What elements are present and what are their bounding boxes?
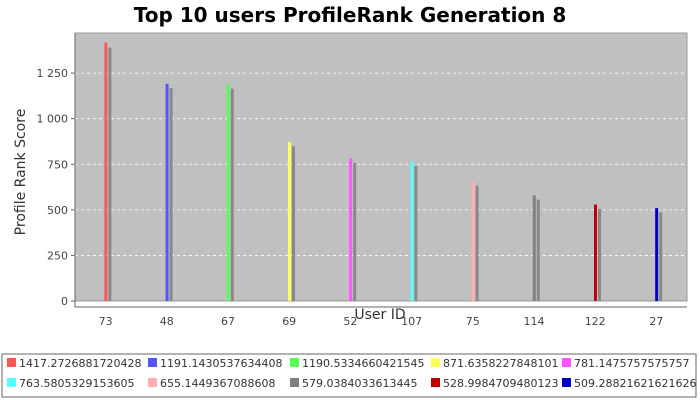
y-tick-label: 750 <box>47 158 68 171</box>
y-tick-label: 500 <box>47 204 68 217</box>
x-tick-label: 52 <box>343 315 357 328</box>
legend-label: 528.9984709480123 <box>443 377 558 390</box>
bar <box>655 208 659 301</box>
shadow-bar <box>536 199 540 301</box>
bar <box>593 204 597 301</box>
legend-swatch <box>148 358 157 367</box>
shadow-bar <box>108 47 112 301</box>
legend-label: 871.6358227848101 <box>443 357 558 370</box>
legend-swatch <box>431 378 440 387</box>
x-tick-label: 114 <box>524 315 545 328</box>
legend-swatch <box>7 378 16 387</box>
legend-swatch <box>290 358 299 367</box>
shadow-bar <box>169 88 173 301</box>
bar <box>532 195 536 301</box>
x-axis-label: User ID <box>354 307 405 323</box>
shadow-bar <box>291 146 295 301</box>
bar <box>410 161 414 301</box>
bar <box>226 83 230 301</box>
legend-box <box>1 353 697 398</box>
legend-swatch <box>562 358 571 367</box>
x-tick-label: 122 <box>585 315 606 328</box>
x-tick-label: 48 <box>160 315 174 328</box>
shadow-bar <box>414 166 418 301</box>
plot-area: 0 250 500 750 1 000 1 250 73 48 67 69 52 107 75 114 12… <box>37 32 688 328</box>
legend-label: 1190.5334660421545 <box>302 357 424 370</box>
y-tick-label: 1 000 <box>37 113 69 126</box>
legend-swatch <box>431 358 440 367</box>
bar <box>165 83 169 301</box>
chart-title: Top 10 users ProfileRank Generation 8 <box>134 3 567 27</box>
legend-label: 1191.1430537634408 <box>160 357 282 370</box>
legend-label: 763.5805329153605 <box>19 377 134 390</box>
legend-swatch <box>148 378 157 387</box>
x-tick-label: 75 <box>466 315 480 328</box>
y-axis-label: Profile Rank Score <box>13 109 29 236</box>
bar <box>287 142 291 301</box>
shadow-bar <box>659 212 663 301</box>
shadow-bar <box>597 208 601 301</box>
legend-label: 509.28821621621626 <box>574 377 696 390</box>
y-tick-label: 1 250 <box>37 67 69 80</box>
x-tick-label: 73 <box>99 315 113 328</box>
legend-label: 781.1475757575757 <box>574 357 689 370</box>
legend-label: 579.0384033613445 <box>302 377 417 390</box>
legend-swatch <box>290 378 299 387</box>
x-tick-label: 67 <box>221 315 235 328</box>
legend-label: 1417.2726881720428 <box>19 357 141 370</box>
shadow-bar <box>230 88 234 302</box>
plot-background <box>74 32 688 302</box>
y-tick-label: 0 <box>61 295 68 308</box>
bar <box>104 42 108 302</box>
legend: 1417.2726881720428 1191.1430537634408 1190… <box>1 353 697 398</box>
legend-swatch <box>7 358 16 367</box>
x-tick-label: 107 <box>401 315 422 328</box>
y-tick-label: 250 <box>47 249 68 262</box>
shadow-bar <box>475 185 479 301</box>
bar <box>349 158 353 301</box>
legend-swatch <box>562 378 571 387</box>
bar <box>471 181 475 301</box>
x-tick-label: 69 <box>282 315 296 328</box>
legend-label: 655.1449367088608 <box>160 377 275 390</box>
shadow-bar <box>353 162 357 301</box>
x-tick-label: 27 <box>649 315 663 328</box>
